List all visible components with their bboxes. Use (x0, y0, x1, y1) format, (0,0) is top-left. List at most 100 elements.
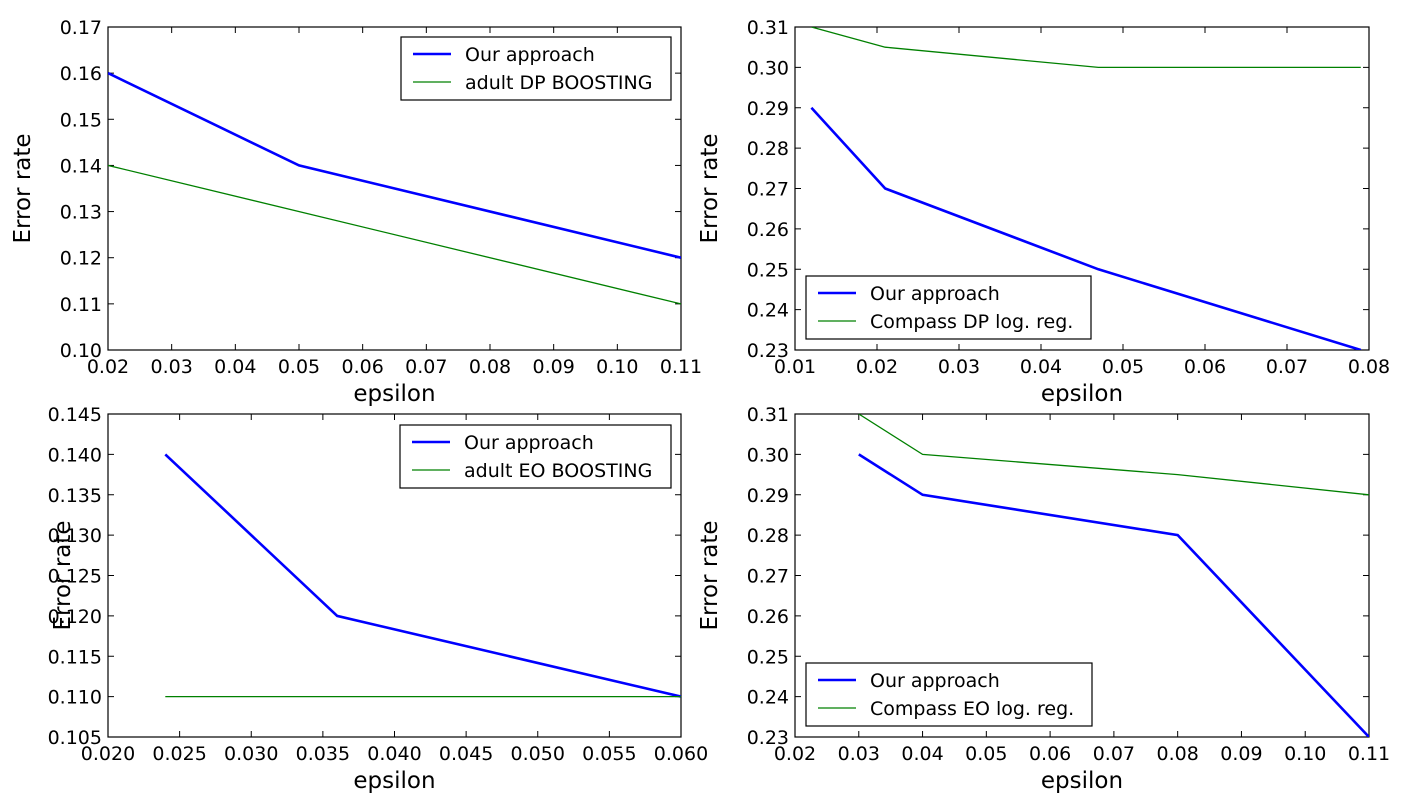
x-axis-label: epsilon (1041, 768, 1123, 794)
series-line-our-approach (810, 106, 1362, 350)
x-tick-label: 0.030 (224, 743, 278, 765)
x-axis-label: epsilon (1041, 381, 1123, 407)
x-tick-label: 0.03 (838, 743, 880, 765)
x-tick-label: 0.03 (938, 356, 980, 378)
y-tick-label: 0.105 (48, 727, 102, 749)
y-tick-label: 0.25 (747, 646, 789, 668)
y-tick-label: 0.115 (48, 646, 102, 668)
x-tick-label: 0.06 (1029, 743, 1071, 765)
legend: Our approach Compass EO log. reg. (805, 662, 1093, 727)
x-tick-label: 0.040 (367, 743, 421, 765)
y-tick-label: 0.135 (48, 485, 102, 507)
x-tick-label: 0.07 (1266, 356, 1308, 378)
legend-label: Compass EO log. reg. (870, 698, 1074, 720)
x-tick-label: 0.02 (856, 356, 898, 378)
x-tick-label: 0.05 (1102, 356, 1144, 378)
y-tick-label: 0.17 (60, 17, 102, 39)
y-tick-label: 0.31 (747, 404, 789, 426)
x-tick-label: 0.08 (469, 356, 511, 378)
x-tick-label: 0.10 (1284, 743, 1326, 765)
x-axis-label: epsilon (353, 381, 435, 407)
legend: Our approach adult DP BOOSTING (400, 36, 672, 101)
x-axis-label: epsilon (353, 768, 435, 794)
x-tick-label: 0.035 (296, 743, 350, 765)
legend: Our approach adult EO BOOSTING (399, 424, 672, 489)
y-tick-label: 0.29 (747, 98, 789, 120)
series-line-our-approach (164, 453, 681, 698)
x-tick-label: 0.07 (405, 356, 447, 378)
x-tick-label: 0.02 (774, 743, 816, 765)
y-tick-label: 0.10 (60, 340, 102, 362)
x-tick-label: 0.08 (1348, 356, 1390, 378)
y-tick-label: 0.140 (48, 444, 102, 466)
series-line-baseline (108, 164, 681, 305)
x-tick-label: 0.04 (1020, 356, 1062, 378)
y-tick-label: 0.25 (747, 259, 789, 281)
legend-label: Our approach (465, 44, 595, 66)
y-axis-label: Error rate (697, 520, 723, 630)
y-tick-label: 0.28 (747, 525, 789, 547)
y-tick-label: 0.13 (60, 202, 102, 224)
x-tick-label: 0.09 (533, 356, 575, 378)
series-line-our-approach (858, 453, 1369, 737)
legend-label: Our approach (464, 432, 594, 454)
series-line-baseline (811, 27, 1361, 69)
y-tick-label: 0.26 (747, 606, 789, 628)
y-tick-label: 0.120 (48, 606, 102, 628)
x-tick-label: 0.055 (582, 743, 636, 765)
x-tick-label: 0.10 (596, 356, 638, 378)
y-tick-label: 0.27 (747, 179, 789, 201)
chart-panel-4: 0.02 0.03 0.04 0.05 0.06 0.07 0.08 0.09 0.10 0.11… (697, 404, 1390, 794)
legend: Our approach Compass DP log. reg. (805, 275, 1092, 340)
y-tick-label: 0.29 (747, 485, 789, 507)
legend-box (805, 275, 1092, 340)
legend-label: Our approach (870, 283, 1000, 305)
y-tick-label: 0.11 (60, 294, 102, 316)
chart-panel-2: 0.01 0.02 0.03 0.04 0.05 0.06 0.07 0.08 0.23 0.24… (697, 17, 1390, 407)
legend-label: Our approach (870, 670, 1000, 692)
y-tick-label: 0.26 (747, 219, 789, 241)
x-tick-label: 0.045 (439, 743, 493, 765)
legend-box (399, 424, 672, 489)
y-tick-label: 0.110 (48, 687, 102, 709)
x-tick-label: 0.08 (1157, 743, 1199, 765)
x-tick-label: 0.05 (278, 356, 320, 378)
series-line-our-approach (108, 71, 681, 259)
y-tick-label: 0.145 (48, 404, 102, 426)
x-tick-label: 0.04 (901, 743, 943, 765)
y-tick-label: 0.27 (747, 566, 789, 588)
y-tick-label: 0.23 (747, 340, 789, 362)
x-tick-label: 0.05 (965, 743, 1007, 765)
x-tick-label: 0.06 (1184, 356, 1226, 378)
x-tick-label: 0.03 (151, 356, 193, 378)
x-tick-label: 0.025 (152, 743, 206, 765)
legend-box (400, 36, 672, 101)
y-tick-label: 0.24 (747, 687, 789, 709)
y-tick-label: 0.125 (48, 566, 102, 588)
x-tick-label: 0.020 (81, 743, 135, 765)
y-tick-label: 0.30 (747, 57, 789, 79)
y-axis-label: Error rate (697, 133, 723, 243)
x-tick-label: 0.02 (87, 356, 129, 378)
legend-box (805, 662, 1093, 727)
legend-label: adult EO BOOSTING (464, 460, 652, 482)
x-tick-label: 0.07 (1093, 743, 1135, 765)
y-tick-label: 0.30 (747, 444, 789, 466)
y-axis-label: Error rate (10, 133, 36, 243)
y-tick-label: 0.31 (747, 17, 789, 39)
y-tick-label: 0.23 (747, 727, 789, 749)
y-tick-label: 0.16 (60, 63, 102, 85)
x-tick-label: 0.060 (654, 743, 708, 765)
x-tick-label: 0.11 (660, 356, 702, 378)
x-tick-label: 0.04 (214, 356, 256, 378)
chart-panel-1: 0.02 0.03 0.04 0.05 0.06 0.07 0.08 0.09 0.10 0.11… (10, 17, 702, 407)
y-axis-label: Error rate (50, 520, 76, 630)
y-tick-label: 0.130 (48, 525, 102, 547)
y-tick-label: 0.24 (747, 300, 789, 322)
x-tick-label: 0.06 (342, 356, 384, 378)
x-tick-label: 0.01 (774, 356, 816, 378)
x-tick-label: 0.11 (1348, 743, 1390, 765)
chart-panel-3: 0.020 0.025 0.030 0.035 0.040 0.045 0.050 0.055… (48, 404, 709, 794)
legend-label: adult DP BOOSTING (465, 72, 652, 94)
y-tick-label: 0.14 (60, 155, 102, 177)
